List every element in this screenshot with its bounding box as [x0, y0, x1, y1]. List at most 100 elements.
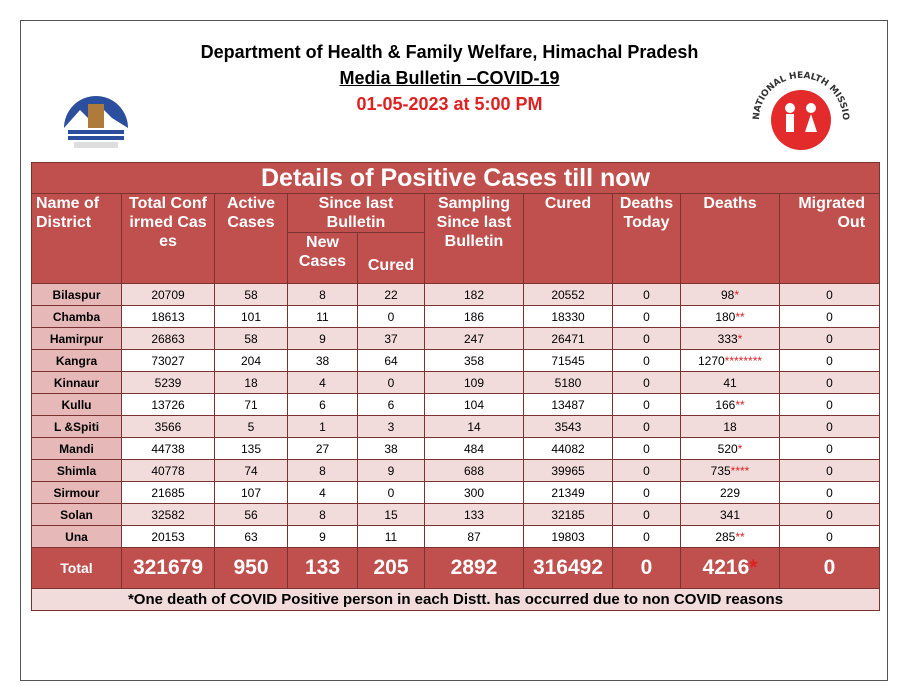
cell: 8 — [287, 459, 358, 482]
cell: 18613 — [121, 305, 215, 328]
cell: 9 — [287, 525, 358, 548]
deaths-mark: ** — [735, 397, 745, 412]
subtitle: Media Bulletin –COVID-19 — [339, 68, 560, 88]
cell: 341 — [680, 503, 780, 526]
deaths-mark: * — [737, 441, 743, 456]
deaths-mark: ******** — [724, 353, 763, 368]
cell: 58 — [214, 283, 288, 306]
district-cell: Kangra — [31, 349, 122, 372]
cell: 0 — [778, 437, 881, 460]
cell: 9 — [357, 459, 425, 482]
col-header: Deaths Today — [612, 193, 681, 284]
cell: 229 — [680, 481, 780, 504]
cell: 18330 — [523, 305, 613, 328]
col-header: Name of District — [31, 193, 122, 284]
state-emblem — [64, 96, 128, 148]
deaths-value: 229 — [719, 485, 741, 500]
cell: 11 — [357, 525, 425, 548]
cell: 3566 — [121, 415, 215, 438]
deaths-mark: * — [734, 287, 740, 302]
cell: 0 — [612, 437, 681, 460]
cell: 1270******** — [680, 349, 780, 372]
table-row: Mandi 44738 135 27 38 484 44082 0 520* 0 — [31, 437, 881, 460]
cell: 27 — [287, 437, 358, 460]
cell: 21685 — [121, 481, 215, 504]
cell: 688 — [424, 459, 524, 482]
cell: 5239 — [121, 371, 215, 394]
cell: 19803 — [523, 525, 613, 548]
cell: 333* — [680, 327, 780, 350]
district-cell: Bilaspur — [31, 283, 122, 306]
table-row: Sirmour 21685 107 4 0 300 21349 0 229 0 — [31, 481, 881, 504]
cell: 0 — [778, 393, 881, 416]
deaths-value: 18 — [723, 419, 737, 434]
deaths-mark: ** — [735, 309, 745, 324]
cell: 3543 — [523, 415, 613, 438]
cell: 0 — [357, 371, 425, 394]
cell: 0 — [612, 525, 681, 548]
district-cell: Chamba — [31, 305, 122, 328]
cell: 71 — [214, 393, 288, 416]
cell: 133 — [424, 503, 524, 526]
table-row: Solan 32582 56 8 15 133 32185 0 341 0 — [31, 503, 881, 526]
cell: 0 — [612, 349, 681, 372]
cell: 0 — [612, 459, 681, 482]
deaths-mark: **** — [730, 463, 750, 478]
cell: 104 — [424, 393, 524, 416]
cell: 0 — [612, 415, 681, 438]
cell: 44738 — [121, 437, 215, 460]
cell: 101 — [214, 305, 288, 328]
cell: 166** — [680, 393, 780, 416]
cell: 39965 — [523, 459, 613, 482]
cell: 18 — [680, 415, 780, 438]
col-header: Active Cases — [214, 193, 288, 284]
cell: 186 — [424, 305, 524, 328]
table-row: Total 321679 950 133 205 2892 316492 0 4216* 0 — [31, 547, 881, 589]
cell: 5180 — [523, 371, 613, 394]
deaths-value: 41 — [723, 375, 737, 390]
cell: 8 — [287, 283, 358, 306]
date: 01-05-2023 at 5:00 PM — [356, 94, 543, 114]
cell: 4216* — [680, 547, 780, 589]
cell: 0 — [612, 393, 681, 416]
deaths-value: 341 — [719, 507, 741, 522]
cell: 135 — [214, 437, 288, 460]
title: Department of Health & Family Welfare, H… — [200, 42, 699, 62]
cell: 32582 — [121, 503, 215, 526]
cell: 205 — [357, 547, 425, 589]
cell: 11 — [287, 305, 358, 328]
cell: 26471 — [523, 327, 613, 350]
cell: 9 — [287, 327, 358, 350]
cell: 520* — [680, 437, 780, 460]
cell: 63 — [214, 525, 288, 548]
cell: 14 — [424, 415, 524, 438]
cell: 8 — [287, 503, 358, 526]
cell: 22 — [357, 283, 425, 306]
cell: 247 — [424, 327, 524, 350]
district-cell: Hamirpur — [31, 327, 122, 350]
cell: 38 — [287, 349, 358, 372]
cell: 0 — [778, 327, 881, 350]
table-row: Bilaspur 20709 58 8 22 182 20552 0 98* 0 — [31, 283, 881, 306]
cell: 13487 — [523, 393, 613, 416]
deaths-value: 735 — [710, 463, 731, 478]
table-row: Hamirpur 26863 58 9 37 247 26471 0 333* 0 — [31, 327, 881, 350]
cell: 37 — [357, 327, 425, 350]
col-header: Sampling Since last Bulletin — [424, 193, 524, 284]
footnote: *One death of COVID Positive person in e… — [30, 588, 881, 611]
cell: 950 — [214, 547, 288, 589]
cell: 204 — [214, 349, 288, 372]
cell: 133 — [287, 547, 358, 589]
deaths-value: 520 — [717, 441, 738, 456]
cell: 0 — [778, 547, 881, 589]
cell: 285** — [680, 525, 780, 548]
cell: 0 — [778, 481, 881, 504]
cell: 40778 — [121, 459, 215, 482]
col-header: Migrated Out — [778, 193, 881, 284]
cell: 18 — [214, 371, 288, 394]
cell: 0 — [612, 503, 681, 526]
cell: 1 — [287, 415, 358, 438]
cell: 180** — [680, 305, 780, 328]
district-cell: L &Spiti — [31, 415, 122, 438]
